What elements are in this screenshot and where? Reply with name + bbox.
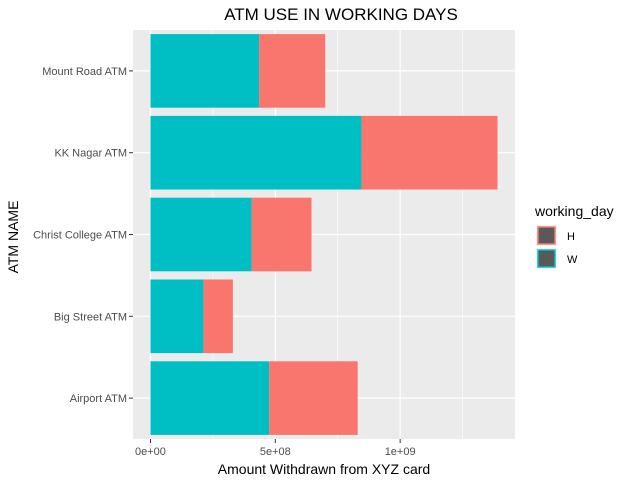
legend-label-w: W: [567, 254, 578, 266]
bar-h-mount-road-atm: [259, 34, 326, 108]
y-tick-label: Mount Road ATM: [42, 66, 127, 78]
y-axis-ticks: Mount Road ATM KK Nagar ATM Christ College…: [33, 66, 133, 405]
y-tick-label: Airport ATM: [70, 393, 127, 405]
legend: working_day HW: [534, 203, 614, 269]
legend-key-h: [537, 226, 556, 245]
bar-w-christ-college-atm: [150, 197, 252, 272]
bar-w-mount-road-atm: [150, 34, 260, 108]
legend-key-w: [537, 249, 556, 268]
y-tick-label: Christ College ATM: [33, 230, 127, 242]
x-axis-ticks: 0e+00 5e+08 1e+09: [135, 439, 416, 458]
x-axis-title: Amount Withdrawn from XYZ card: [218, 461, 430, 477]
bar-w-airport-atm: [150, 361, 270, 435]
bar-w-kk-nagar-atm: [150, 115, 362, 190]
bar-h-airport-atm: [269, 361, 358, 435]
x-tick-label: 1e+09: [385, 446, 416, 458]
legend-title: working_day: [534, 203, 614, 219]
x-tick-label: 5e+08: [260, 446, 291, 458]
x-tick-label: 0e+00: [135, 446, 166, 458]
legend-label-h: H: [567, 231, 575, 243]
bar-w-big-street-atm: [150, 279, 204, 354]
bar-h-big-street-atm: [203, 279, 233, 354]
y-tick-label: Big Street ATM: [54, 311, 127, 323]
bars: [150, 34, 498, 435]
bar-h-christ-college-atm: [251, 197, 312, 272]
chart-title: ATM USE IN WORKING DAYS: [224, 5, 458, 24]
y-axis-title: ATM NAME: [5, 201, 21, 274]
bar-h-kk-nagar-atm: [361, 115, 498, 190]
y-tick-label: KK Nagar ATM: [54, 148, 127, 160]
